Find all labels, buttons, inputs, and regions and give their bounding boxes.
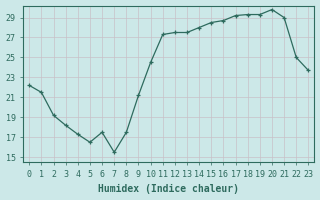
X-axis label: Humidex (Indice chaleur): Humidex (Indice chaleur) [98, 184, 239, 194]
